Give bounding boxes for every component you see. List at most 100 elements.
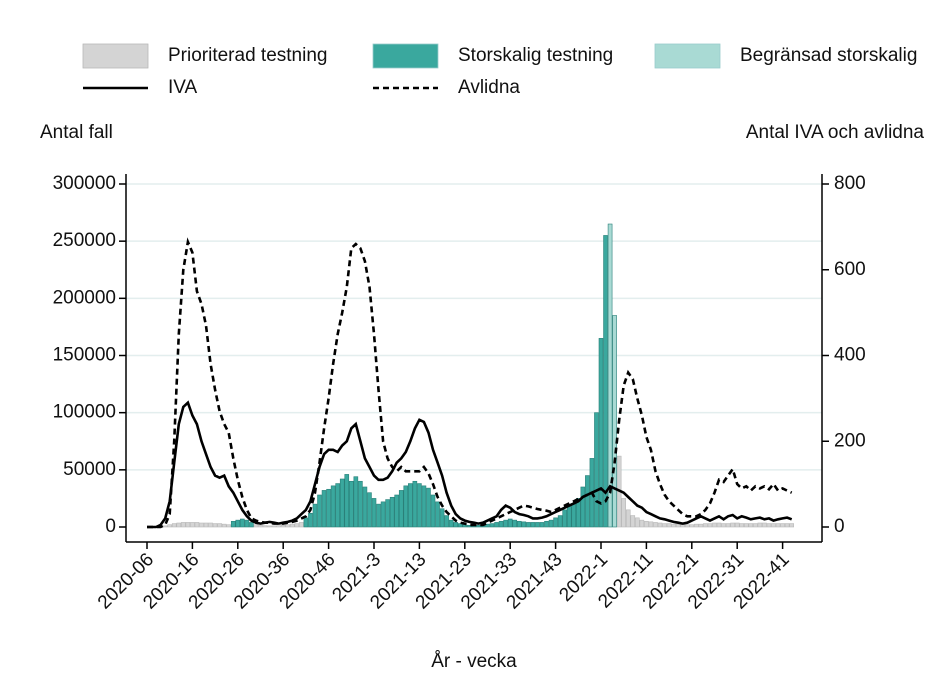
bar (521, 521, 527, 528)
bar (530, 522, 536, 528)
bar (712, 522, 717, 528)
bar (348, 480, 354, 528)
bar (394, 494, 400, 528)
bar (280, 524, 286, 528)
bar (244, 519, 250, 528)
bar (476, 524, 481, 528)
y2-tick-label: 600 (834, 259, 866, 280)
bar (571, 503, 577, 528)
bar (743, 523, 749, 528)
bar (249, 522, 254, 528)
bar (630, 515, 636, 528)
bar (417, 483, 422, 528)
legend-label: IVA (168, 77, 198, 98)
bar (494, 522, 499, 528)
y2-tick-label: 0 (834, 516, 845, 537)
bar (707, 523, 713, 528)
bar (585, 475, 590, 528)
bar (289, 523, 295, 528)
bar (725, 523, 731, 528)
bar (258, 524, 263, 528)
bar (299, 522, 304, 528)
bar (176, 522, 182, 528)
bar (444, 515, 449, 528)
y-tick-label: 50000 (63, 459, 116, 480)
y-tick-label: 300000 (53, 173, 116, 194)
bar (721, 523, 726, 528)
bar (653, 522, 658, 528)
bar (271, 525, 277, 528)
y2-tick-label: 800 (834, 173, 866, 194)
y2-tick-label: 400 (834, 345, 866, 366)
bar (398, 490, 404, 528)
bar (648, 521, 654, 528)
bar (548, 519, 554, 528)
bar (339, 478, 345, 528)
bar (635, 517, 640, 528)
bar (389, 496, 395, 528)
y-tick-label: 100000 (53, 402, 116, 423)
bar (621, 498, 627, 528)
bar (335, 483, 340, 528)
bar (553, 517, 558, 528)
bar (580, 486, 586, 528)
bar (766, 523, 772, 528)
bar (566, 506, 572, 528)
bar (594, 412, 599, 528)
bar (489, 523, 495, 528)
bar (194, 522, 200, 528)
bar (412, 480, 418, 528)
bar (457, 523, 463, 528)
bar (380, 501, 386, 528)
bar (190, 522, 195, 528)
bar (680, 524, 686, 528)
bar (703, 523, 708, 528)
bar (657, 522, 663, 528)
y-axis-title: Antal fall (40, 122, 113, 143)
y2-axis-title: Antal IVA och avlidna (746, 122, 925, 143)
bar (230, 520, 236, 528)
bar (462, 524, 468, 528)
bar (448, 519, 454, 528)
bar (675, 523, 681, 528)
bar (312, 503, 318, 528)
bar (775, 523, 781, 528)
bar (344, 474, 350, 528)
y-tick-label: 0 (105, 516, 116, 537)
bar (167, 524, 172, 528)
legend-label: Avlidna (458, 77, 520, 98)
bar (666, 523, 672, 528)
bar (780, 523, 785, 528)
bar (544, 520, 549, 528)
bar (748, 523, 754, 528)
bar (498, 520, 504, 528)
bar (253, 524, 259, 528)
bar (403, 485, 409, 528)
bar (267, 525, 272, 528)
bar (435, 501, 440, 528)
bar (762, 522, 767, 528)
bar (367, 492, 372, 528)
bar (507, 518, 513, 528)
bar (562, 509, 567, 528)
y-tick-label: 200000 (53, 287, 116, 308)
bar (262, 525, 268, 528)
bar (208, 522, 213, 528)
bar (421, 485, 427, 528)
bar (789, 523, 794, 528)
bar (730, 522, 735, 528)
line (147, 400, 793, 529)
bar (453, 522, 459, 528)
bar (317, 494, 322, 528)
bar (276, 525, 281, 528)
bar (358, 480, 363, 528)
bar (753, 523, 758, 528)
bar (353, 476, 359, 528)
bar (639, 519, 645, 528)
bar (716, 522, 722, 528)
bar (430, 494, 436, 528)
bar (784, 523, 790, 528)
bar (330, 485, 336, 528)
